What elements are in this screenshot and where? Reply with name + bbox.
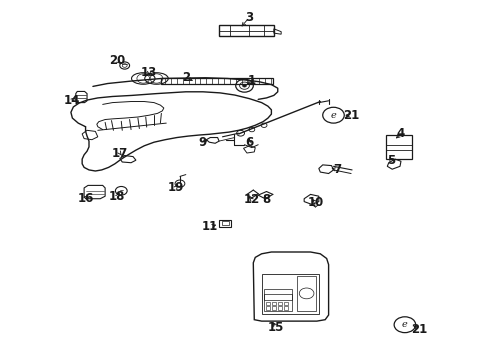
Text: 12: 12 (243, 193, 260, 206)
Text: 11: 11 (202, 220, 218, 233)
Text: 14: 14 (64, 94, 81, 107)
Bar (264, 294, 292, 311)
Bar (219, 220, 231, 227)
Circle shape (120, 62, 129, 69)
Bar (261, 274, 319, 314)
Text: 19: 19 (167, 181, 184, 194)
Text: e: e (401, 320, 407, 329)
Bar (283, 302, 287, 305)
Bar (271, 306, 276, 310)
Bar (386, 135, 411, 159)
Text: 21: 21 (342, 109, 359, 122)
Text: 16: 16 (77, 192, 94, 204)
Bar (271, 302, 276, 305)
Text: 1: 1 (247, 75, 255, 87)
Text: 10: 10 (306, 196, 323, 209)
Text: 13: 13 (141, 66, 157, 78)
Text: 15: 15 (267, 321, 284, 334)
Text: 20: 20 (109, 54, 125, 67)
Text: 21: 21 (410, 323, 427, 336)
Text: 7: 7 (333, 163, 341, 176)
Text: 9: 9 (199, 136, 206, 149)
Text: e: e (330, 111, 336, 120)
Bar (277, 302, 282, 305)
Text: 3: 3 (245, 11, 253, 24)
Text: 6: 6 (245, 136, 253, 149)
Bar (297, 276, 315, 311)
Text: 17: 17 (111, 147, 128, 159)
Text: 5: 5 (386, 154, 394, 167)
Text: 8: 8 (262, 193, 270, 206)
Text: 4: 4 (396, 127, 404, 140)
Bar (277, 306, 282, 310)
Text: 2: 2 (182, 71, 189, 84)
Circle shape (242, 84, 246, 87)
Bar (265, 302, 269, 305)
Bar (283, 306, 287, 310)
Bar (265, 306, 269, 310)
Text: 18: 18 (109, 190, 125, 203)
Bar (221, 221, 228, 225)
Bar (264, 289, 292, 300)
